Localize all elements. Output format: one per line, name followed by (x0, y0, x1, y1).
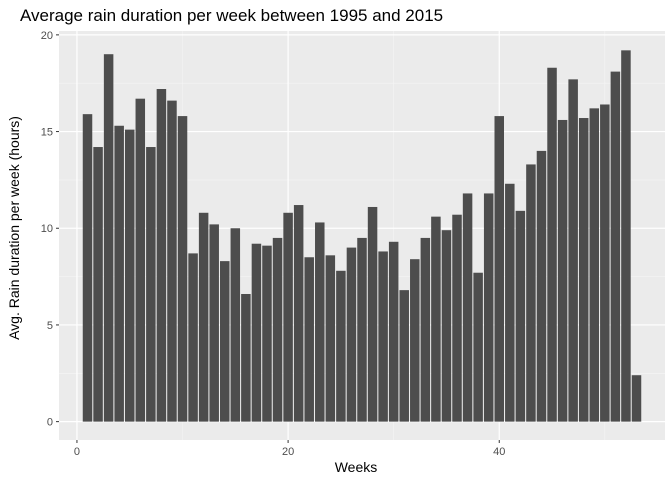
bar-week-33 (420, 237, 431, 422)
bar-week-7 (146, 147, 156, 422)
bar-week-52 (621, 50, 631, 422)
bar-week-12 (198, 212, 209, 422)
bar-week-21 (293, 205, 304, 422)
bar-week-27 (357, 237, 367, 422)
bar-week-25 (336, 270, 346, 422)
y-axis: 0 5 10 15 20 (41, 30, 59, 429)
bar-week-10 (177, 116, 188, 422)
x-tick-label: 20 (282, 446, 294, 458)
bar-week-30 (388, 241, 399, 422)
bar-week-2 (93, 147, 103, 422)
bar-week-40 (494, 116, 504, 422)
x-tick-label: 40 (493, 446, 505, 458)
bar-week-51 (610, 71, 621, 422)
bar-week-39 (483, 193, 494, 422)
bar-week-49 (589, 108, 600, 422)
y-tick-label: 10 (41, 223, 53, 235)
bar-week-16 (241, 293, 251, 422)
bar-week-11 (188, 253, 198, 422)
bar-week-38 (473, 272, 483, 422)
bar-week-3 (103, 54, 114, 422)
y-tick-label: 0 (47, 417, 53, 429)
bar-week-50 (600, 104, 610, 422)
bar-week-18 (262, 245, 272, 422)
bar-week-53 (631, 375, 642, 422)
bar-week-28 (367, 206, 378, 422)
bar-week-6 (135, 98, 146, 422)
bar-week-44 (536, 150, 547, 422)
bar-week-31 (399, 290, 409, 422)
bar-week-36 (452, 214, 462, 422)
bar-week-9 (167, 100, 177, 422)
bar-week-24 (325, 255, 336, 422)
bar-week-43 (526, 164, 536, 422)
bar-week-1 (82, 114, 93, 422)
bar-week-37 (462, 193, 473, 422)
bar-week-47 (568, 79, 578, 422)
bar-week-13 (209, 224, 219, 422)
bar-week-22 (304, 257, 314, 422)
y-tick-label: 15 (41, 127, 53, 139)
bar-week-32 (410, 259, 420, 422)
y-tick-label: 20 (41, 30, 53, 42)
bar-week-35 (441, 230, 452, 422)
y-axis-title: Avg. Rain duration per week (hours) (6, 116, 22, 340)
bar-week-42 (515, 210, 526, 422)
bar-week-45 (547, 67, 557, 422)
bar-week-4 (114, 125, 124, 422)
bar-week-23 (315, 222, 325, 422)
x-axis: 0 20 40 (74, 440, 505, 458)
bar-week-20 (283, 212, 293, 422)
bar-week-29 (378, 251, 388, 422)
bar-week-17 (251, 243, 262, 422)
bar-week-46 (557, 119, 568, 422)
y-tick-label: 5 (47, 320, 53, 332)
bar-week-5 (124, 129, 135, 422)
bar-week-8 (156, 89, 167, 422)
bar-week-34 (431, 216, 441, 422)
x-tick-label: 0 (74, 446, 80, 458)
bar-week-14 (220, 261, 230, 422)
bar-week-19 (272, 237, 283, 422)
bar-week-26 (346, 247, 357, 422)
chart-title: Average rain duration per week between 1… (20, 6, 443, 25)
bar-week-41 (505, 183, 515, 422)
bar-week-48 (578, 118, 589, 422)
x-axis-title: Weeks (335, 459, 378, 475)
bars-group (82, 50, 642, 422)
bar-week-15 (230, 228, 241, 422)
